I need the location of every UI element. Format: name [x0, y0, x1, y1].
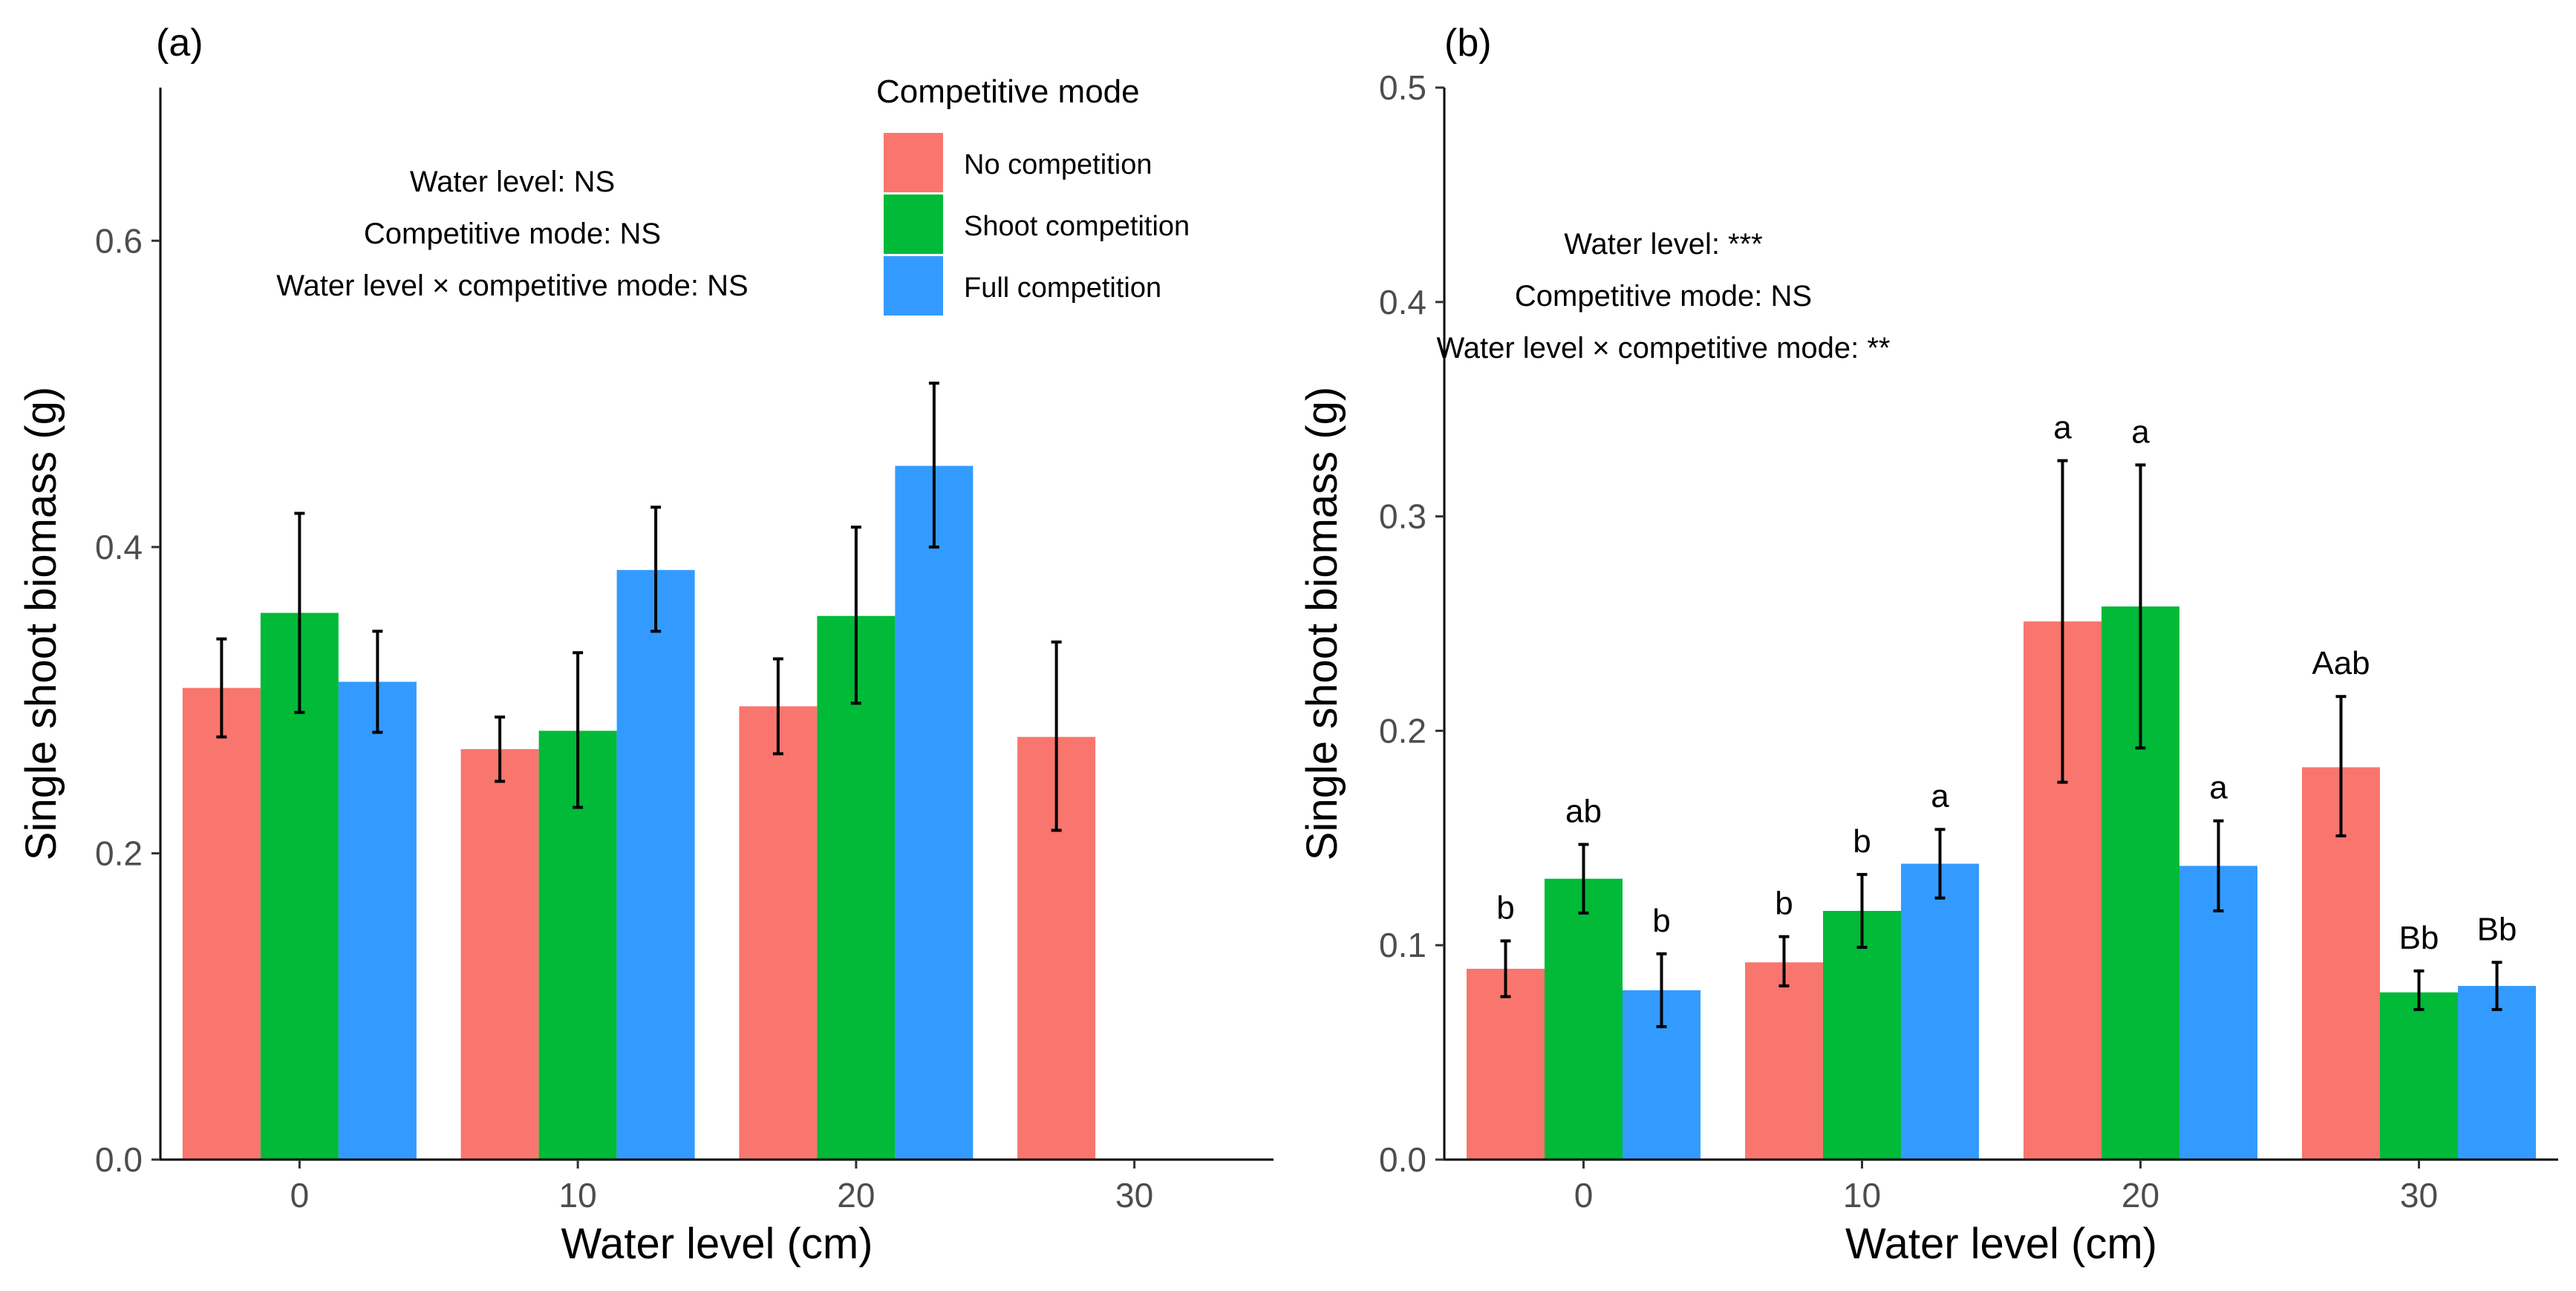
error-bar [2135, 463, 2146, 750]
y-tick-label: 0.3 [1379, 497, 1426, 536]
legend-item-shoot-competition: Shoot competition [884, 195, 1190, 254]
error-bar [2491, 961, 2502, 1011]
panel-label: (b) [1444, 22, 1492, 65]
y-tick-label: 0.1 [1379, 926, 1426, 964]
error-bar [1656, 952, 1667, 1028]
legend-item-no-competition: No competition [884, 133, 1152, 192]
y-tick-label: 0.4 [95, 528, 143, 566]
x-axis-title: Water level (cm) [1845, 1220, 2157, 1268]
data-label: b [1496, 889, 1514, 926]
error-bar [1934, 828, 1946, 900]
y-tick-label: 0.6 [95, 221, 143, 260]
error-bar [1778, 935, 1790, 988]
stats-annotation: Water level: *** [1564, 228, 1763, 261]
stats-annotation: Water level × competitive mode: ** [1437, 332, 1891, 365]
data-label: Aab [2312, 645, 2370, 682]
error-bar [650, 506, 662, 633]
x-tick-label: 0 [290, 1176, 310, 1215]
data-label: b [1775, 886, 1793, 922]
y-axis-title: Single shoot biomass (g) [17, 387, 65, 860]
bar [2458, 986, 2536, 1160]
panel-b-chart: b b a Aab ab b a Bb b a a Bb 0.0 0.1 0.2 0.3 0.4 0.5 0 10 20… [1298, 22, 2558, 1268]
error-bar [573, 651, 584, 809]
error-bar [1578, 843, 1589, 915]
legend: Competitive mode No competition Shoot co… [876, 73, 1190, 316]
x-tick-label: 30 [1115, 1176, 1153, 1215]
legend-label-no-competition: No competition [964, 149, 1152, 180]
bar [2179, 866, 2257, 1160]
panel-label: (a) [156, 22, 203, 65]
error-bar [216, 637, 227, 739]
stats-annotation: Competitive mode: NS [1515, 280, 1812, 313]
error-bar [1500, 939, 1511, 999]
error-bar [772, 657, 783, 756]
panel-a-chart: 0.0 0.2 0.4 0.6 0 10 20 30 Water level (cm) Singl… [17, 22, 1274, 1268]
legend-label-shoot-competition: Shoot competition [964, 211, 1190, 242]
error-bar [928, 382, 939, 549]
data-label: b [1853, 823, 1871, 860]
data-label: ab [1565, 793, 1602, 829]
data-label: Bb [2477, 911, 2517, 947]
x-tick-label: 30 [2400, 1176, 2438, 1215]
error-bar [294, 512, 305, 714]
bar [1901, 863, 1979, 1160]
legend-swatch-full-competition [884, 256, 943, 316]
error-bar [2413, 969, 2425, 1011]
bar [1467, 968, 1545, 1160]
x-tick-label: 0 [1574, 1176, 1594, 1215]
legend-item-full-competition: Full competition [884, 256, 1161, 316]
data-label: Bb [2399, 920, 2439, 956]
bar [817, 615, 896, 1160]
stats-annotation: Water level: NS [410, 166, 615, 198]
bar [182, 687, 261, 1160]
error-bar [850, 526, 861, 705]
x-tick-label: 20 [2122, 1176, 2159, 1215]
y-axis-title: Single shoot biomass (g) [1298, 387, 1346, 860]
legend-label-full-competition: Full competition [964, 272, 1161, 304]
error-bar [495, 715, 506, 783]
bar [338, 682, 417, 1160]
y-tick-label: 0.0 [1379, 1140, 1426, 1179]
y-tick-label: 0.2 [1379, 711, 1426, 750]
bar [1745, 962, 1823, 1160]
x-axis-title: Water level (cm) [561, 1220, 873, 1268]
error-bar [372, 630, 383, 734]
stats-annotation: Water level × competitive mode: NS [276, 269, 748, 302]
legend-swatch-no-competition [884, 133, 943, 192]
error-bar [1051, 640, 1062, 832]
data-label: b [1652, 903, 1670, 939]
y-tick-label: 0.2 [95, 834, 143, 872]
error-bar [2057, 459, 2068, 784]
y-tick-label: 0.0 [95, 1140, 143, 1179]
bar [1823, 910, 1901, 1160]
legend-title: Competitive mode [876, 73, 1140, 110]
error-bar [1856, 872, 1868, 950]
y-tick-label: 0.5 [1379, 68, 1426, 107]
bar [616, 569, 695, 1160]
x-tick-label: 10 [1843, 1176, 1881, 1215]
bar [460, 749, 539, 1160]
data-label: a [2053, 410, 2072, 446]
bar [739, 706, 818, 1160]
data-label: a [1931, 778, 1949, 814]
x-tick-label: 10 [559, 1176, 597, 1215]
stats-annotation: Competitive mode: NS [364, 218, 661, 250]
data-label: a [2209, 770, 2228, 806]
x-tick-label: 20 [837, 1176, 875, 1215]
bar [895, 465, 974, 1160]
bar [1545, 878, 1623, 1160]
bar [2380, 992, 2458, 1160]
legend-swatch-shoot-competition [884, 195, 943, 254]
error-bar [2213, 819, 2224, 912]
data-label: a [2131, 414, 2150, 450]
error-bar [2335, 695, 2347, 837]
y-tick-label: 0.4 [1379, 283, 1426, 321]
